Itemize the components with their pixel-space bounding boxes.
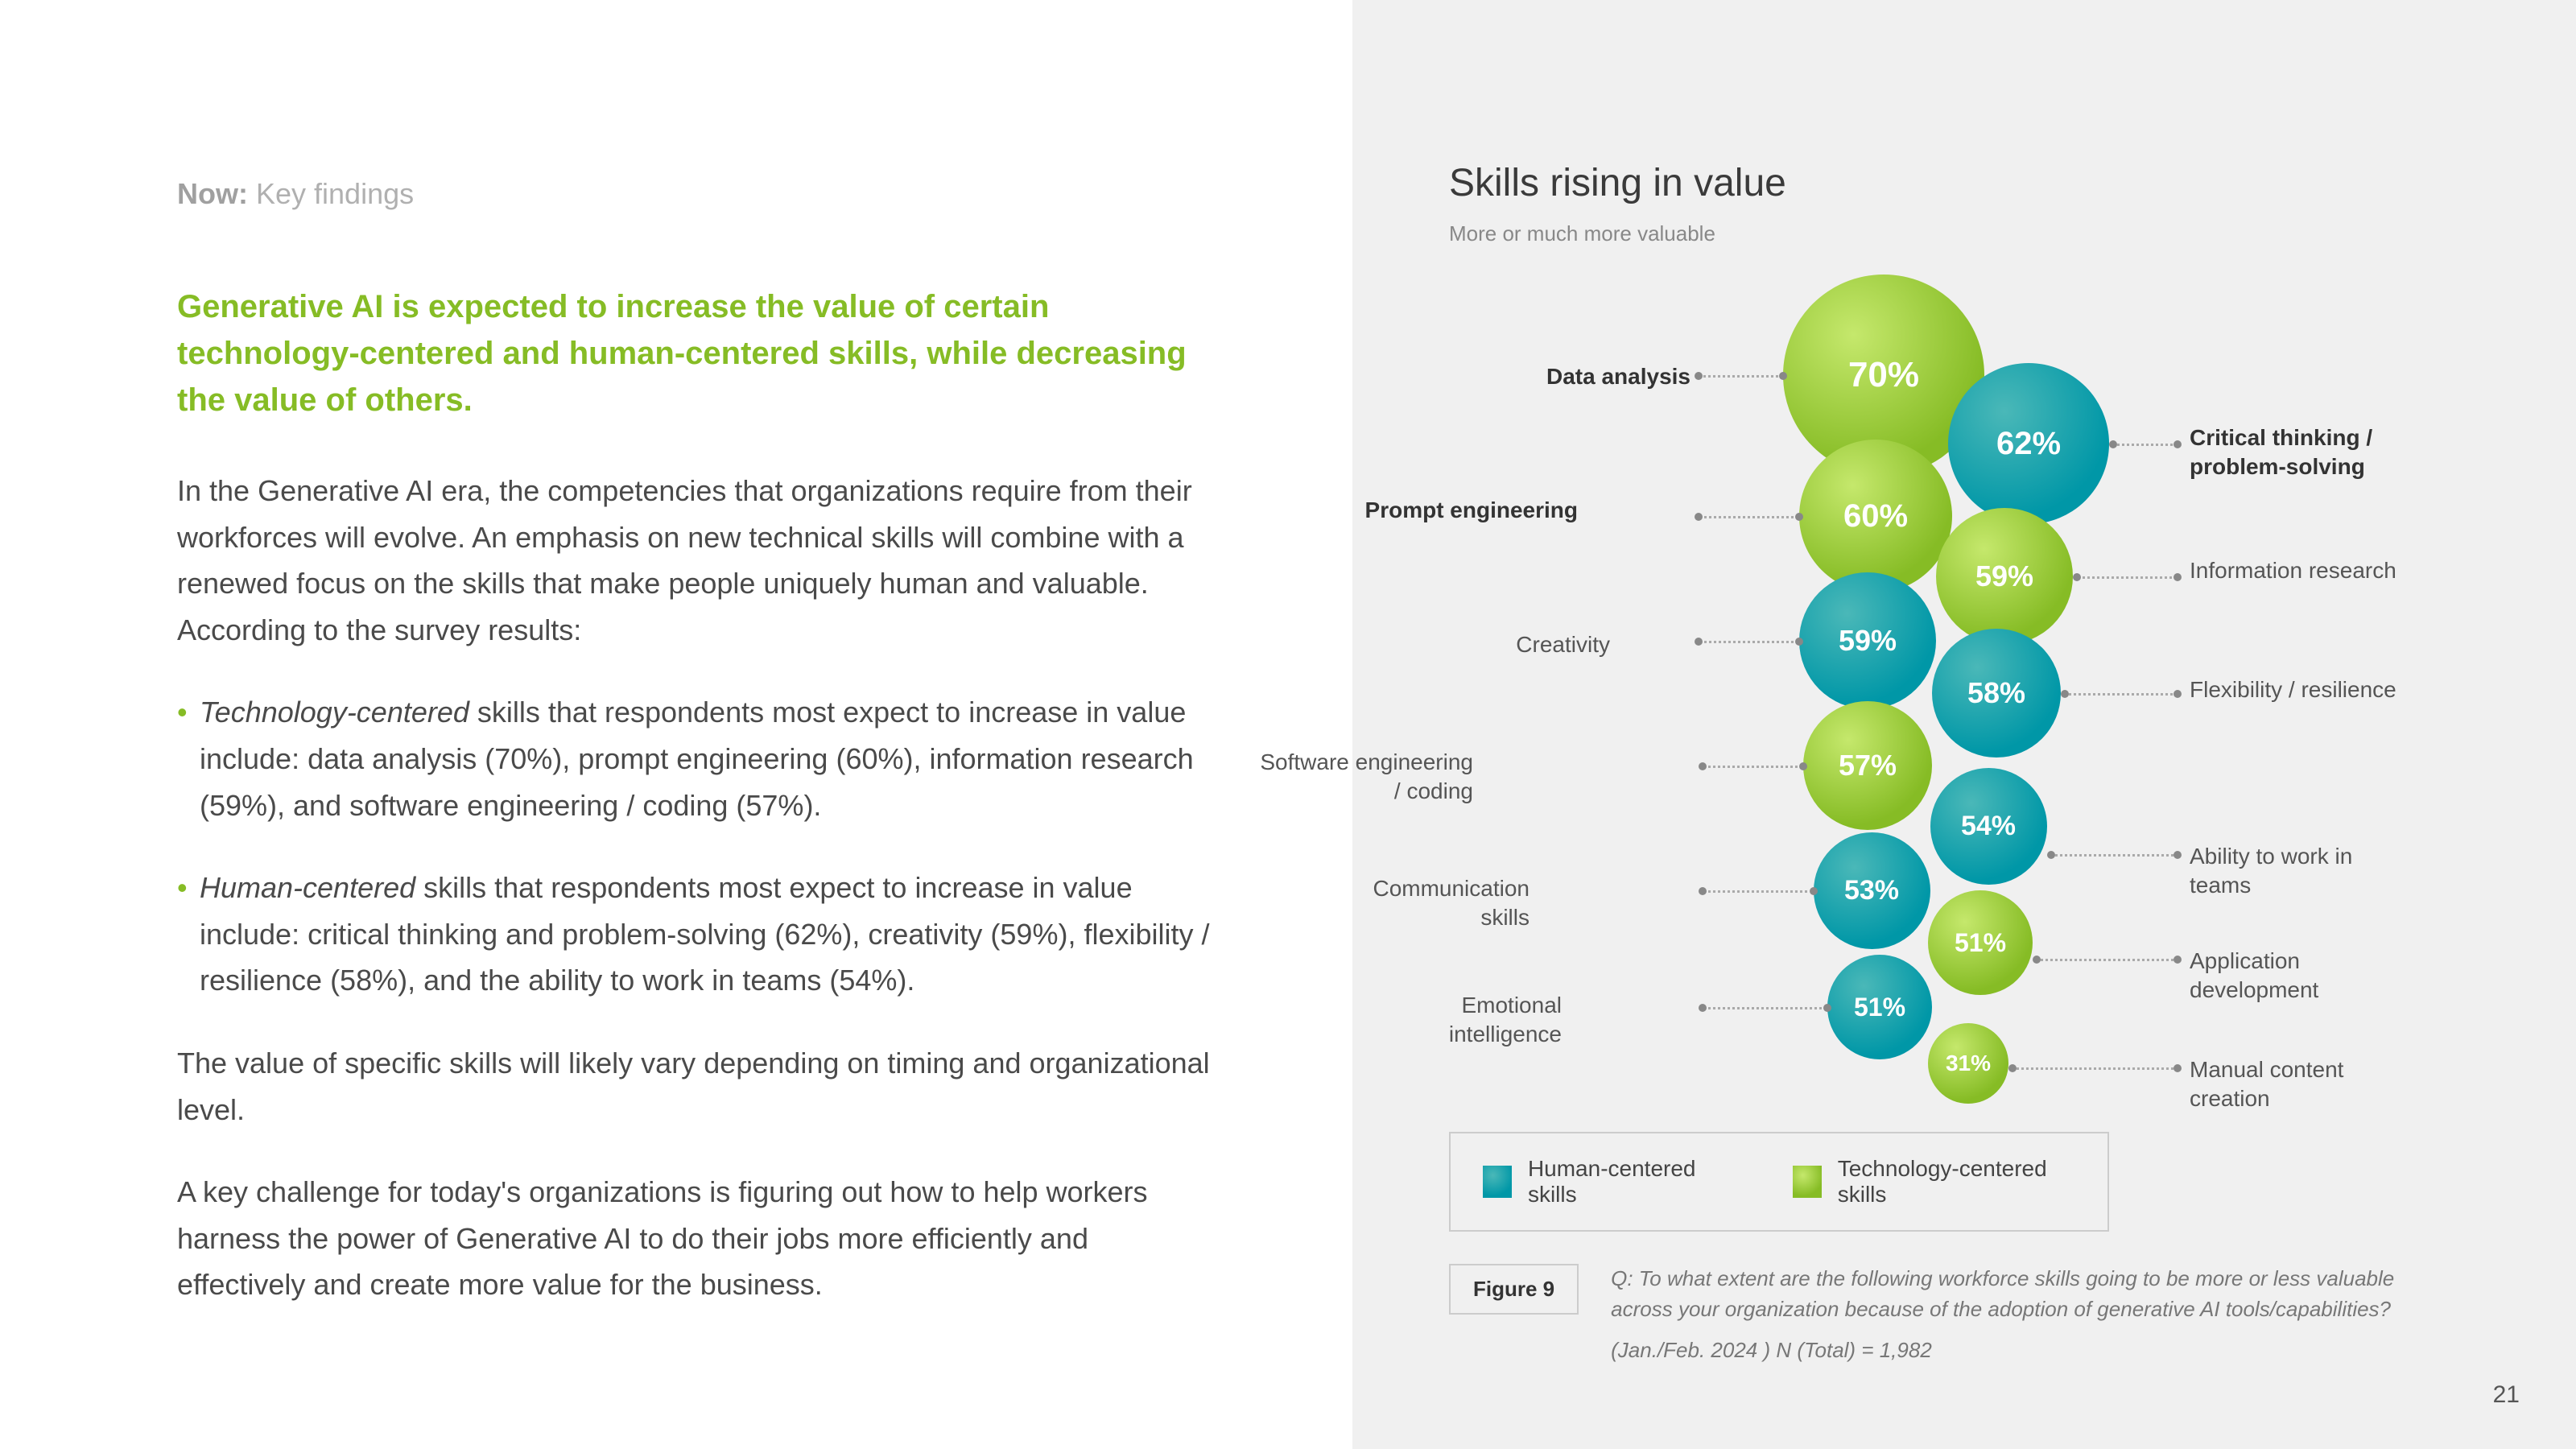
body-paragraph: The value of specific skills will likely… [177, 1040, 1224, 1133]
connector-dot [1699, 762, 1707, 770]
bullet-item: Technology-centered skills that responde… [177, 689, 1224, 828]
figure-n: (Jan./Feb. 2024 ) N (Total) = 1,982 [1611, 1335, 2400, 1366]
bubble-label-flexibility: Flexibility / resilience [2190, 675, 2399, 704]
connector-dot [1795, 513, 1803, 521]
figure-question: Q: To what extent are the following work… [1611, 1266, 2394, 1321]
bubble-emotional-int: 51% [1827, 955, 1932, 1059]
chart-subtitle: More or much more valuable [1449, 221, 2479, 246]
bubble-label-app-dev: Application development [2190, 947, 2399, 1005]
bubble-flexibility: 58% [1932, 629, 2061, 758]
legend-swatch-tech [1793, 1166, 1822, 1198]
figure-column: Skills rising in value More or much more… [1352, 0, 2576, 1449]
connector-dot [1699, 887, 1707, 895]
bubble-label-emotional-int: Emotional intelligence [1425, 991, 1562, 1050]
connector-dot [2174, 1064, 2182, 1072]
bubble-teams: 54% [1930, 768, 2047, 885]
connector-data-analysis [1699, 375, 1783, 378]
bubble-label-creativity: Creativity [1425, 630, 1610, 659]
legend-swatch-human [1483, 1166, 1512, 1198]
body-paragraph: A key challenge for today's organization… [177, 1169, 1224, 1308]
connector-dot [2174, 851, 2182, 859]
eyebrow: Now: Key findings [177, 177, 1224, 211]
figure-caption: Q: To what extent are the following work… [1611, 1264, 2400, 1366]
connector-critical-thinking [2113, 444, 2178, 446]
connector-dot [2174, 956, 2182, 964]
connector-dot [1699, 1004, 1707, 1012]
connector-dot [1823, 1004, 1831, 1012]
connector-dot [2008, 1064, 2017, 1072]
bubble-info-research: 59% [1936, 508, 2073, 645]
connector-emotional-int [1703, 1007, 1827, 1009]
legend-item-tech: Technology-centered skills [1793, 1156, 2075, 1208]
connector-info-research [2077, 576, 2178, 579]
connector-dot [1810, 887, 1818, 895]
connector-flexibility [2065, 693, 2178, 696]
bullet-em: Technology-centered [200, 696, 469, 729]
bubble-critical-thinking: 62% [1948, 363, 2109, 524]
bubble-label-comm-skills: Communication skills [1360, 874, 1530, 933]
chart-title: Skills rising in value [1449, 161, 2479, 205]
bullet-item: Human-centered skills that respondents m… [177, 865, 1224, 1004]
headline: Generative AI is expected to increase th… [177, 283, 1224, 423]
connector-dot [2061, 690, 2069, 698]
bubble-creativity: 59% [1799, 572, 1936, 709]
connector-dot [1795, 638, 1803, 646]
bubble-comm-skills: 53% [1814, 832, 1930, 949]
connector-dot [1695, 372, 1703, 380]
bubble-chart: 70%Data analysis62%Critical thinking / p… [1449, 279, 2479, 1132]
figure-number: Figure 9 [1449, 1264, 1579, 1315]
bubble-label-manual-content: Manual content creation [2190, 1055, 2415, 1114]
connector-dot [1779, 372, 1787, 380]
connector-dot [2047, 851, 2055, 859]
connector-app-dev [2037, 959, 2178, 961]
eyebrow-rest: Key findings [248, 177, 414, 210]
connector-manual-content [2013, 1067, 2178, 1070]
bubble-label-critical-thinking: Critical thinking / problem-solving [2190, 423, 2447, 482]
intro-paragraph: In the Generative AI era, the competenci… [177, 468, 1224, 653]
connector-dot [2033, 956, 2041, 964]
connector-creativity [1699, 641, 1799, 643]
text-column: Now: Key findings Generative AI is expec… [0, 0, 1352, 1449]
legend-label-human: Human-centered skills [1528, 1156, 1728, 1208]
connector-software-eng [1703, 766, 1803, 768]
connector-dot [2174, 440, 2182, 448]
bubble-label-teams: Ability to work in teams [2190, 842, 2399, 901]
connector-dot [2073, 573, 2081, 581]
bubble-software-eng: 57% [1803, 701, 1932, 830]
connector-dot [1695, 638, 1703, 646]
legend-item-human: Human-centered skills [1483, 1156, 1728, 1208]
figure-caption-row: Figure 9 Q: To what extent are the follo… [1449, 1264, 2479, 1366]
connector-dot [1695, 513, 1703, 521]
bullet-em: Human-centered [200, 871, 415, 904]
connector-dot [1799, 762, 1807, 770]
bubble-label-prompt-eng: Prompt engineering [1360, 496, 1578, 525]
bubble-label-software-eng: Software engineering / coding [1248, 748, 1473, 807]
connector-dot [2174, 690, 2182, 698]
legend-label-tech: Technology-centered skills [1838, 1156, 2075, 1208]
connector-dot [2109, 440, 2117, 448]
connector-comm-skills [1703, 890, 1814, 893]
bubble-label-info-research: Information research [2190, 556, 2399, 585]
bubble-app-dev: 51% [1928, 890, 2033, 995]
bullet-list: Technology-centered skills that responde… [177, 689, 1224, 1004]
connector-dot [2174, 573, 2182, 581]
bubble-label-data-analysis: Data analysis [1449, 362, 1690, 391]
connector-teams [2051, 854, 2178, 857]
page-number: 21 [2493, 1381, 2520, 1409]
connector-prompt-eng [1699, 516, 1799, 518]
legend: Human-centered skills Technology-centere… [1449, 1132, 2109, 1232]
bubble-manual-content: 31% [1928, 1023, 2008, 1104]
eyebrow-bold: Now: [177, 177, 248, 210]
bubble-prompt-eng: 60% [1799, 440, 1952, 592]
